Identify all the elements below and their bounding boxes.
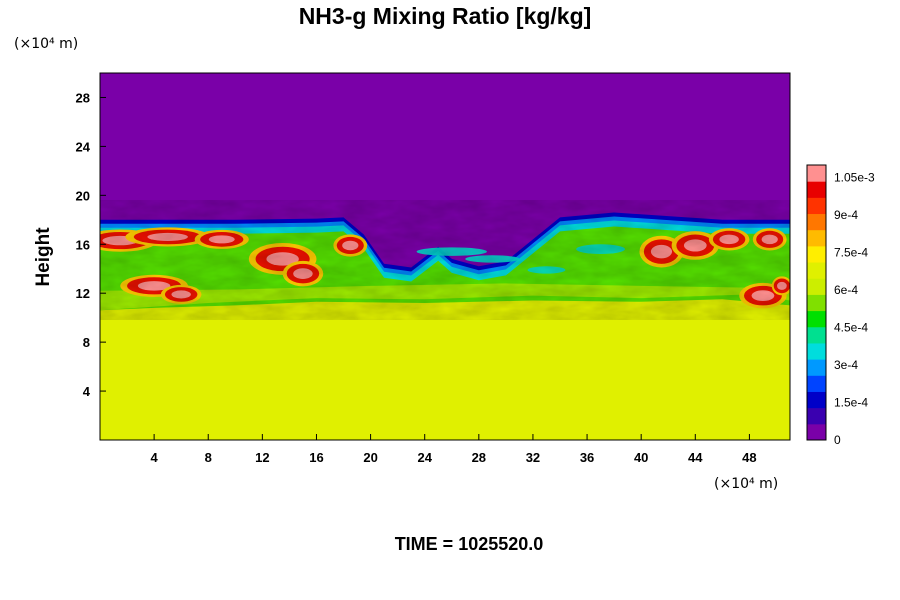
y-tick-label: 20 (76, 188, 90, 203)
colorbar: 0 1.5e-4 3e-4 4.5e-4 6e-4 7.5e-4 9e-4 1.05e-3 (806, 164, 875, 447)
colorbar-tick-label: 1.05e-3 (834, 171, 875, 185)
x-unit-label: (×10⁴ m) (714, 476, 778, 492)
colorbar-swatch (807, 342, 826, 360)
colorbar-tick-label: 1.5e-4 (834, 396, 868, 410)
x-tick-label: 4 (151, 450, 159, 465)
colorbar-swatch (807, 375, 826, 392)
x-tick-label: 40 (634, 450, 648, 465)
colorbar-swatch (807, 407, 826, 425)
y-axis-label: Height (33, 227, 54, 287)
colorbar-frame (806, 164, 827, 441)
colorbar-swatch (807, 391, 826, 409)
colorbar-swatch (807, 359, 826, 376)
y-tick-label: 16 (76, 237, 90, 252)
colorbar-tick-label: 4.5e-4 (834, 321, 868, 335)
colorbar-swatch (807, 229, 826, 247)
colorbar-swatch (807, 423, 826, 441)
plot-frame (99, 72, 791, 441)
y-tick-label: 28 (76, 90, 90, 105)
colorbar-swatch (807, 310, 826, 328)
x-tick-label: 44 (688, 450, 703, 465)
x-tick-label: 24 (417, 450, 432, 465)
colorbar-swatch (807, 326, 826, 344)
y-axis-ticks: 4 8 12 16 20 24 28 (76, 90, 106, 399)
chart-title: NH3-g Mixing Ratio [kg/kg] (299, 3, 592, 29)
y-tick-label: 12 (76, 286, 90, 301)
colorbar-swatch (807, 294, 826, 312)
y-unit-label: (×10⁴ m) (14, 36, 78, 52)
colorbar-swatch (807, 278, 826, 295)
y-tick-label: 24 (76, 139, 91, 154)
y-tick-label: 8 (83, 335, 90, 350)
x-tick-label: 32 (526, 450, 540, 465)
colorbar-tick-label: 9e-4 (834, 208, 858, 222)
colorbar-swatch (807, 213, 826, 231)
x-tick-label: 20 (363, 450, 377, 465)
colorbar-tick-label: 0 (834, 433, 841, 447)
x-tick-label: 28 (472, 450, 486, 465)
x-tick-label: 12 (255, 450, 269, 465)
colorbar-swatch (807, 197, 826, 215)
x-tick-label: 48 (742, 450, 756, 465)
colorbar-swatch (807, 181, 826, 198)
colorbar-swatch (807, 262, 826, 279)
plot-area (100, 73, 790, 440)
colorbar-swatch (807, 245, 826, 263)
colorbar-tick-label: 3e-4 (834, 358, 858, 372)
x-tick-label: 8 (205, 450, 212, 465)
y-tick-label: 4 (83, 384, 91, 399)
colorbar-swatch (807, 165, 826, 182)
x-axis-ticks: 4 8 12 16 20 24 28 32 36 40 44 48 (151, 434, 757, 465)
x-tick-label: 36 (580, 450, 594, 465)
colorbar-tick-label: 7.5e-4 (834, 246, 868, 260)
colorbar-tick-label: 6e-4 (834, 283, 858, 297)
x-tick-label: 16 (309, 450, 323, 465)
heatmap-texture (100, 200, 790, 320)
time-label: TIME = 1025520.0 (395, 534, 544, 554)
